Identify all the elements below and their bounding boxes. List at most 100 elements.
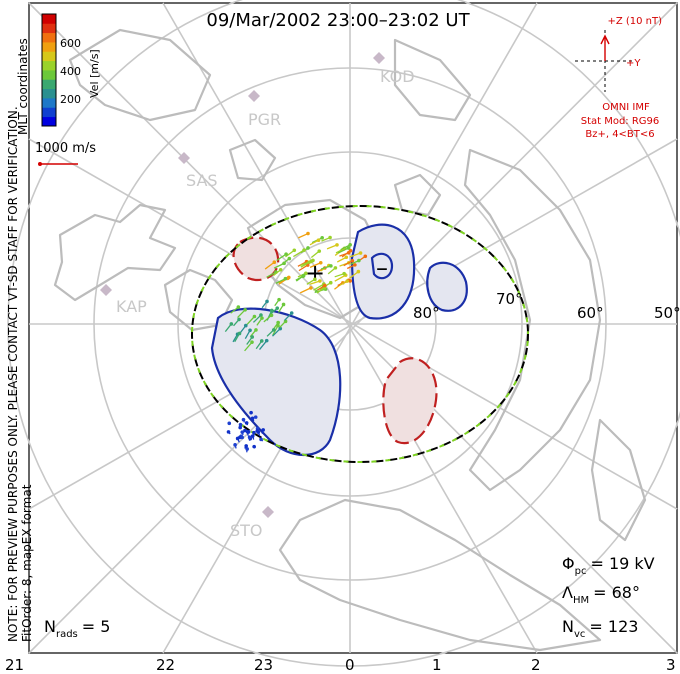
velocity-vector-dot xyxy=(346,246,351,250)
velocity-vector-dot xyxy=(243,307,247,312)
coast-alaska xyxy=(393,38,472,122)
station-marker-kod xyxy=(373,52,385,64)
velocity-vector-dot xyxy=(255,429,260,433)
n-rads-stat: Nrads = 5 xyxy=(44,617,110,640)
coast-island-1 xyxy=(228,138,277,182)
coast-baffin xyxy=(53,203,177,302)
velocity-vector-dot xyxy=(247,435,252,440)
velocity-vector-dot xyxy=(244,444,248,448)
positive-contour-nightside xyxy=(232,236,280,282)
preview-note: NOTE: FOR PREVIEW PURPOSES ONLY. PLEASE … xyxy=(6,106,20,642)
positive-contour-noon xyxy=(382,357,438,445)
velocity-vector-dot xyxy=(252,430,256,435)
mlt-label-22: 22 xyxy=(156,656,175,674)
colorbar-tick-400: 400 xyxy=(60,65,81,78)
velocity-vector-dot xyxy=(271,328,276,332)
velocity-vector-dot xyxy=(253,415,258,419)
lambda-hm-stat: ΛHM = 68° xyxy=(562,583,640,606)
velocity-vector-line xyxy=(299,287,312,294)
lat-label-80: 80° xyxy=(413,304,440,322)
velocity-vector-dot xyxy=(328,280,333,285)
velocity-colorbar: 600 400 200 Vel [m/s] xyxy=(41,13,101,127)
coordinate-system-note: MLT coordinates xyxy=(16,38,30,135)
velocity-vector-dot xyxy=(240,435,244,440)
velocity-vector-dot xyxy=(283,319,288,324)
mlt-label-21: 21 xyxy=(5,656,24,674)
velocity-vector-dot xyxy=(227,421,232,426)
velocity-vector-dot xyxy=(284,252,288,256)
colorbar-segment xyxy=(42,107,56,118)
station-marker-pgr xyxy=(248,90,260,102)
velocity-vector-dot xyxy=(278,326,283,331)
latitude-grid xyxy=(7,0,680,667)
colorbar-tick-600: 600 xyxy=(60,37,81,50)
colorbar-tick-200: 200 xyxy=(60,93,81,106)
velocity-vector-line xyxy=(334,274,347,282)
colorbar-outline xyxy=(41,13,57,127)
lat-label-50: 50° xyxy=(654,304,680,322)
velocity-vector-line xyxy=(293,249,305,258)
velocity-vector-dot xyxy=(350,258,355,263)
velocity-vector-dot xyxy=(250,335,255,339)
coast-island-2 xyxy=(393,173,442,217)
velocity-vector-dot xyxy=(289,311,294,315)
coast-ural xyxy=(590,418,647,542)
velocity-vector-dot xyxy=(229,322,234,326)
velocity-vectors xyxy=(224,231,368,453)
colorbar-segment xyxy=(42,79,56,90)
velocity-vector-line xyxy=(349,271,359,279)
velocity-vector-line xyxy=(285,249,295,258)
velocity-vector-line xyxy=(246,316,255,325)
mlt-label-23: 23 xyxy=(254,656,273,674)
imf-y-label: +Y xyxy=(626,58,641,69)
velocity-vector-dot xyxy=(265,299,269,304)
velocity-vector-dot xyxy=(276,320,280,325)
velocity-vector-dot xyxy=(301,273,306,278)
velocity-vector-dot xyxy=(264,338,269,343)
velocity-vector-dot xyxy=(269,308,274,313)
velocity-vector-dot xyxy=(328,235,332,240)
velocity-vector-dot xyxy=(356,269,361,274)
velocity-vector-dot xyxy=(344,255,349,260)
velocity-vector-dot xyxy=(259,437,263,442)
velocity-vector-dot xyxy=(346,251,351,255)
velocity-vector-dot xyxy=(306,246,310,250)
imf-z-label: +Z (10 nT) xyxy=(607,16,662,27)
station-marker-kap xyxy=(100,284,112,296)
velocity-vector-dot xyxy=(250,340,254,344)
velocity-vector-dot xyxy=(254,328,258,332)
velocity-vector-dot xyxy=(245,447,249,451)
phi-pc-stat: Φpc = 19 kV xyxy=(562,554,655,577)
velocity-vector-dot xyxy=(259,339,264,343)
velocity-vector-dot xyxy=(249,410,253,415)
velocity-vector-dot xyxy=(320,235,324,240)
velocity-vector-dot xyxy=(292,248,297,253)
velocity-vector-line xyxy=(313,283,325,291)
velocity-vector-dot xyxy=(237,317,241,322)
velocity-vector-dot xyxy=(238,422,243,427)
velocity-vector-dot xyxy=(329,264,333,268)
velocity-vector-line xyxy=(264,261,275,270)
colorbar-segment xyxy=(42,116,56,127)
velocity-vector-dot xyxy=(252,444,256,449)
station-label-sas: SAS xyxy=(186,171,218,190)
station-label-pgr: PGR xyxy=(248,110,281,129)
velocity-vector-dot xyxy=(281,302,286,307)
velocity-vector-dot xyxy=(240,430,245,434)
station-marker-sto xyxy=(262,506,274,518)
velocity-vector-dot xyxy=(245,430,250,434)
velocity-vector-dot xyxy=(241,417,246,422)
coast-siberia xyxy=(463,148,602,492)
velocity-vector-dot xyxy=(236,305,241,309)
velocity-vector-dot xyxy=(353,263,357,267)
velocity-vector-line xyxy=(276,253,287,262)
colorbar-segment xyxy=(42,88,56,99)
velocity-vector-dot xyxy=(309,286,313,290)
velocity-vector-dot xyxy=(252,314,257,319)
velocity-vector-dot xyxy=(302,248,306,252)
station-markers xyxy=(100,52,385,518)
velocity-vector-dot xyxy=(318,260,323,265)
station-marker-sas xyxy=(178,152,190,164)
velocity-vector-dot xyxy=(316,238,321,243)
fit-order-note: FitOrder: 8, mapEX format xyxy=(20,484,34,642)
